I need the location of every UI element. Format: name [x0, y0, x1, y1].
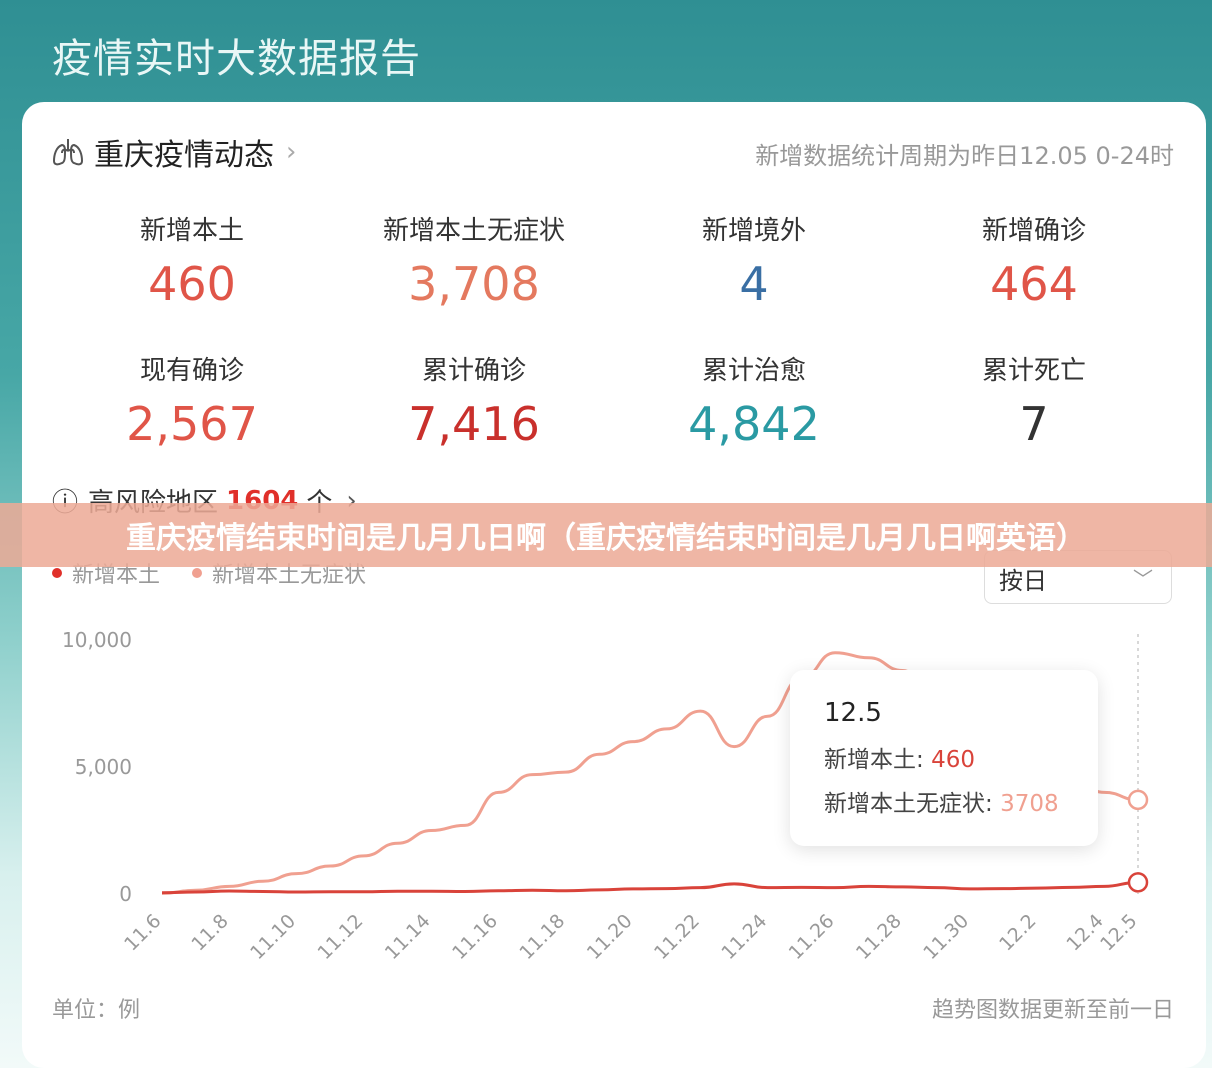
lungs-icon — [52, 139, 84, 166]
stat-label: 现有确诊 — [139, 356, 244, 386]
granularity-select[interactable]: 按日 ﹀ — [984, 550, 1172, 604]
x-tick-label: 12.4 — [1062, 910, 1107, 955]
x-tick-label: 11.6 — [120, 910, 165, 955]
x-tick-label: 11.16 — [448, 910, 502, 964]
page-title: 疫情实时大数据报告 — [52, 36, 421, 82]
y-tick-label: 5,000 — [75, 755, 132, 779]
x-tick-label: 11.14 — [381, 910, 435, 964]
unit-note: 单位：例 — [52, 998, 141, 1023]
stat-new-asymptomatic: 新增本土无症状 3,708 — [334, 210, 614, 311]
period-note: 新增数据统计周期为昨日12.05 0-24时 — [755, 142, 1174, 170]
legend-item[interactable]: 新增本土 — [52, 557, 160, 589]
x-tick-label: 12.2 — [995, 910, 1040, 955]
stat-current-confirmed: 现有确诊 2,567 — [52, 350, 332, 451]
legend-dot — [52, 568, 62, 578]
series-marker — [1127, 789, 1149, 811]
stat-value: 4,842 — [688, 397, 820, 451]
series-marker — [1127, 872, 1149, 893]
legend-label: 新增本土无症状 — [212, 563, 367, 588]
chart-tooltip: 12.5 新增本土: 460 新增本土无症状: 3708 — [790, 670, 1098, 846]
stat-value: 2,567 — [126, 397, 258, 451]
stat-total-deaths: 累计死亡 7 — [894, 350, 1174, 451]
x-tick-label: 11.10 — [246, 910, 300, 964]
tooltip-row-local: 新增本土: 460 — [824, 740, 1064, 774]
x-tick-label: 11.12 — [313, 910, 367, 964]
stat-value: 4 — [739, 257, 769, 311]
x-tick-label: 11.26 — [785, 910, 839, 964]
tooltip-label: 新增本土无症状: — [824, 791, 993, 817]
dashboard-card: 重庆疫情动态 › 新增数据统计周期为昨日12.05 0-24时 新增本土 460… — [22, 102, 1206, 1068]
stat-label: 新增本土 — [139, 216, 244, 246]
tooltip-label: 新增本土: — [824, 747, 924, 773]
x-tick-label: 11.20 — [583, 910, 637, 964]
section-title: 重庆疫情动态 — [94, 138, 274, 173]
legend-item[interactable]: 新增本土无症状 — [192, 557, 366, 589]
stat-value: 464 — [990, 257, 1078, 311]
stat-label: 累计治愈 — [701, 356, 806, 386]
trend-chart[interactable]: 10,000 5,000 0 11.6 11.8 11.10 11.12 11.14 11.16… — [22, 102, 1206, 982]
x-tick-label: 11.22 — [650, 910, 704, 964]
tooltip-value: 460 — [931, 747, 975, 773]
x-tick-label: 11.30 — [919, 910, 973, 964]
stat-new-local: 新增本土 460 — [52, 210, 332, 311]
stat-label: 新增确诊 — [981, 216, 1086, 246]
stat-value: 460 — [148, 257, 236, 311]
banner-text: 重庆疫情结束时间是几月几日啊（重庆疫情结束时间是几月几日啊英语） — [126, 521, 1086, 556]
series-line-0 — [161, 880, 1139, 895]
x-tick-label: 11.28 — [852, 910, 906, 964]
select-value: 按日 — [999, 567, 1047, 595]
section-header[interactable]: 重庆疫情动态 › — [52, 130, 296, 174]
y-tick-label: 10,000 — [62, 628, 132, 652]
update-note: 趋势图数据更新至前一日 — [931, 998, 1174, 1023]
stat-value: 7,416 — [408, 397, 540, 451]
stat-label: 累计确诊 — [421, 356, 526, 386]
stat-total-recovered: 累计治愈 4,842 — [614, 350, 894, 451]
stat-label: 新增本土无症状 — [382, 216, 565, 246]
stat-label: 新增境外 — [701, 216, 806, 246]
tooltip-row-asymptomatic: 新增本土无症状: 3708 — [824, 784, 1064, 818]
y-tick-label: 0 — [119, 882, 132, 906]
x-tick-label: 11.24 — [717, 910, 771, 964]
stat-value: 3,708 — [408, 257, 540, 311]
chevron-right-icon: › — [346, 485, 357, 516]
legend-dot — [192, 568, 203, 578]
stat-new-imported: 新增境外 4 — [614, 210, 894, 311]
legend-label: 新增本土 — [72, 563, 161, 588]
tooltip-date: 12.5 — [824, 698, 882, 728]
x-tick-label: 11.18 — [515, 910, 569, 964]
x-tick-label: 11.8 — [187, 910, 232, 955]
tooltip-value: 3708 — [1000, 791, 1059, 817]
stat-new-confirmed: 新增确诊 464 — [894, 210, 1174, 311]
stat-total-confirmed: 累计确诊 7,416 — [334, 350, 614, 451]
chart-legend: 新增本土 新增本土无症状 — [52, 557, 398, 589]
chevron-down-icon: ﹀ — [1133, 567, 1153, 591]
chevron-right-icon: › — [286, 137, 297, 167]
stat-value: 7 — [1019, 397, 1049, 451]
x-tick-label: 12.5 — [1096, 910, 1141, 955]
stat-label: 累计死亡 — [981, 356, 1086, 386]
overlay-banner: 重庆疫情结束时间是几月几日啊（重庆疫情结束时间是几月几日啊英语） — [0, 503, 1212, 567]
